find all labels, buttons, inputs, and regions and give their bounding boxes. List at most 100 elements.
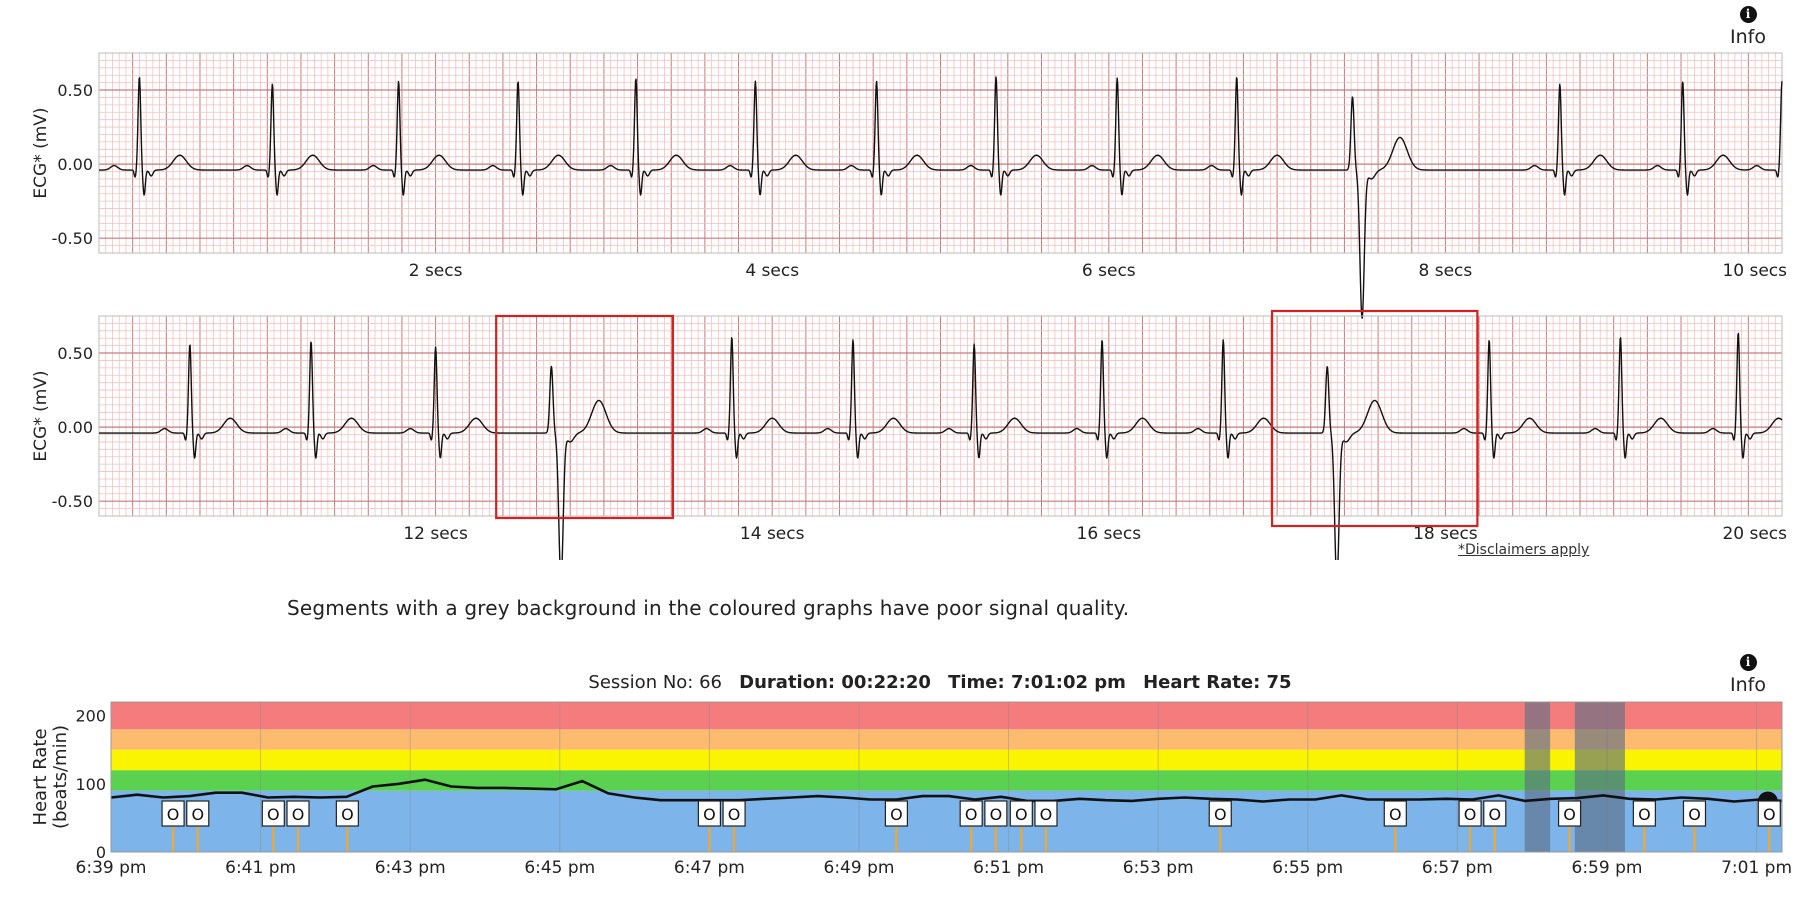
ecg-strips: 0.50 0.00 -0.50 ECG* (mV) 2 secs 4 secs 6 secs… <box>31 52 1787 560</box>
y-tick-label: 200 <box>75 707 106 726</box>
event-marker-label: O <box>990 805 1003 824</box>
event-marker-box <box>959 800 983 827</box>
heart-rate-line <box>110 778 1783 803</box>
disclaimer-link[interactable]: *Disclaimers apply <box>1458 542 1590 558</box>
ecg-info-label: Info <box>1730 26 1766 48</box>
event-marker-label: O <box>890 805 903 824</box>
x-tick-label: 2 secs <box>409 261 463 281</box>
event-marker-label: O <box>191 805 204 824</box>
event-marker-box <box>1383 800 1407 827</box>
y-tick-label: 0.50 <box>57 81 93 100</box>
event-marker-label: O <box>703 805 716 824</box>
event-marker-label: O <box>1214 805 1227 824</box>
event-marker-label: O <box>1040 805 1053 824</box>
ecg-grid <box>98 315 1783 517</box>
event-marker-box <box>697 800 721 827</box>
x-tick-label: 6:57 pm <box>1422 858 1493 878</box>
y-tick-label: -0.50 <box>52 492 93 511</box>
event-marker-box <box>286 800 310 827</box>
y-tick-label: -0.50 <box>52 229 93 248</box>
event-marker-label: O <box>1389 805 1402 824</box>
ecg-grid <box>98 52 1783 254</box>
ectopic-highlight-box <box>1270 309 1479 528</box>
poor-signal-segment <box>1574 702 1625 852</box>
hr-zone-band <box>111 790 1782 852</box>
event-marker-box <box>261 800 285 827</box>
x-tick-label: 12 secs <box>403 524 468 544</box>
event-marker-label: O <box>1464 805 1477 824</box>
event-marker-box <box>884 800 908 827</box>
x-tick-label: 8 secs <box>1419 261 1473 281</box>
hr-info-button[interactable]: i Info <box>1718 651 1778 696</box>
event-marker-box <box>1682 800 1707 827</box>
event-marker-box <box>1632 800 1656 827</box>
event-marker-box <box>1208 800 1232 827</box>
event-marker-box <box>1757 800 1781 827</box>
x-tick-label: 6:47 pm <box>674 858 745 878</box>
event-marker-label: O <box>1488 805 1501 824</box>
x-tick-label: 18 secs <box>1413 524 1478 544</box>
session-summary: Session No: 66 Duration: 00:22:20 Time: … <box>560 672 1320 693</box>
ecg-info-button[interactable]: i Info <box>1718 3 1778 48</box>
x-tick-label: 16 secs <box>1077 524 1142 544</box>
event-marker-label: O <box>1638 805 1651 824</box>
y-axis-label: ECG* (mV) <box>31 370 51 461</box>
x-tick-label: 6:59 pm <box>1572 858 1643 878</box>
x-tick-label: 6:49 pm <box>824 858 895 878</box>
info-icon: i <box>1739 6 1757 23</box>
event-marker-box <box>1557 800 1582 827</box>
event-marker-box <box>722 800 746 827</box>
x-tick-label: 6:51 pm <box>973 858 1044 878</box>
session-time: Time: 7:01:02 pm <box>948 672 1126 693</box>
signal-quality-note: Segments with a grey background in the c… <box>287 596 1130 620</box>
y-axis-label: ECG* (mV) <box>31 107 51 198</box>
poor-signal-segment <box>1524 702 1551 852</box>
x-tick-label: 6:43 pm <box>375 858 446 878</box>
event-marker-label: O <box>167 805 180 824</box>
event-marker-label: O <box>1563 805 1576 824</box>
event-marker-box <box>161 800 185 827</box>
y-tick-label: 0 <box>96 843 106 862</box>
y-tick-label: 0.00 <box>57 155 93 174</box>
hr-zone-band <box>111 729 1782 750</box>
session-heart-rate: Heart Rate: 75 <box>1143 672 1292 693</box>
event-marker-box <box>1009 800 1033 827</box>
x-tick-label: 4 secs <box>745 261 799 281</box>
current-time-marker <box>1757 791 1778 812</box>
session-number: Session No: 66 <box>588 672 722 693</box>
x-tick-label: 6:45 pm <box>524 858 595 878</box>
ecg-trace <box>98 332 1783 560</box>
event-marker-label: O <box>1763 805 1776 824</box>
ecg-plot-frame <box>98 52 1783 254</box>
event-marker-label: O <box>267 805 280 824</box>
x-tick-label: 6:53 pm <box>1123 858 1194 878</box>
ecg-trace <box>98 76 1783 319</box>
event-marker-label: O <box>728 805 741 824</box>
hr-info-label: Info <box>1730 674 1766 696</box>
event-marker-box <box>186 800 210 827</box>
y-axis-label-line2: (beats/min) <box>50 725 71 829</box>
event-marker-label: O <box>341 805 354 824</box>
event-marker-label: O <box>1015 805 1028 824</box>
hr-zone-band <box>111 749 1782 771</box>
x-tick-label: 14 secs <box>740 524 805 544</box>
hr-zone-band <box>111 770 1782 791</box>
y-tick-label: 0.50 <box>57 344 93 363</box>
x-tick-label: 6:41 pm <box>225 858 296 878</box>
event-marker-label: O <box>965 805 978 824</box>
ecg-strip-1: 0.50 0.00 -0.50 ECG* (mV) 2 secs 4 secs 6 secs… <box>31 52 1787 319</box>
event-marker-box <box>1034 800 1058 827</box>
session-duration: Duration: 00:22:20 <box>739 672 931 693</box>
y-tick-label: 100 <box>75 775 106 794</box>
hr-zone-band <box>111 702 1782 730</box>
y-axis-label-line1: Heart Rate <box>30 728 51 825</box>
event-marker-box <box>984 800 1008 827</box>
event-marker-label: O <box>292 805 305 824</box>
ectopic-highlight-box <box>495 314 675 520</box>
info-icon: i <box>1739 654 1757 671</box>
ecg-plot-frame <box>98 315 1783 517</box>
x-tick-label: 7:01 pm <box>1721 858 1792 878</box>
event-marker-label: O <box>1688 805 1701 824</box>
event-marker-box <box>1483 800 1507 827</box>
